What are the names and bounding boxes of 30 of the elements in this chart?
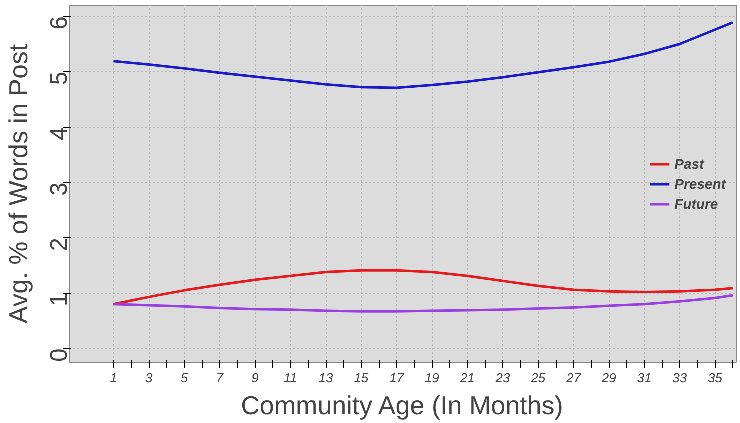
x-tick-label: 21 [459, 370, 475, 386]
x-tick-label: 5 [180, 370, 189, 386]
x-tick-label: 29 [600, 370, 616, 386]
x-tick-label: 7 [216, 370, 224, 386]
legend-label: Present [674, 176, 726, 192]
x-tick-label: 1 [110, 370, 118, 386]
x-tick-label: 15 [354, 370, 370, 386]
x-tick-label: 33 [672, 370, 688, 386]
y-tick-label: 4 [46, 127, 73, 141]
y-tick-label: 1 [46, 293, 73, 307]
x-tick-label: 31 [637, 370, 652, 386]
x-tick-label: 23 [494, 370, 511, 386]
x-tick-label: 17 [390, 370, 405, 386]
y-tick-label: 5 [46, 72, 73, 86]
legend-label: Past [674, 156, 704, 172]
x-tick-label: 35 [708, 370, 724, 386]
y-axis-title: Avg. % of Words in Post [4, 44, 34, 324]
y-tick-label: 3 [46, 182, 73, 196]
x-tick-label: 9 [252, 370, 259, 386]
y-tick-label: 0 [46, 348, 73, 362]
y-tick-label: 6 [46, 16, 73, 30]
x-tick-label: 13 [318, 370, 334, 386]
x-tick-label: 25 [530, 370, 546, 386]
y-tick-label: 2 [46, 238, 73, 252]
x-tick-label: 27 [566, 370, 582, 386]
x-tick-label: 19 [424, 370, 440, 386]
legend-label: Future [674, 196, 718, 212]
x-axis-title: Community Age (In Months) [241, 390, 564, 420]
x-tick-label: 3 [146, 370, 154, 386]
x-tick-label: 11 [284, 370, 298, 386]
